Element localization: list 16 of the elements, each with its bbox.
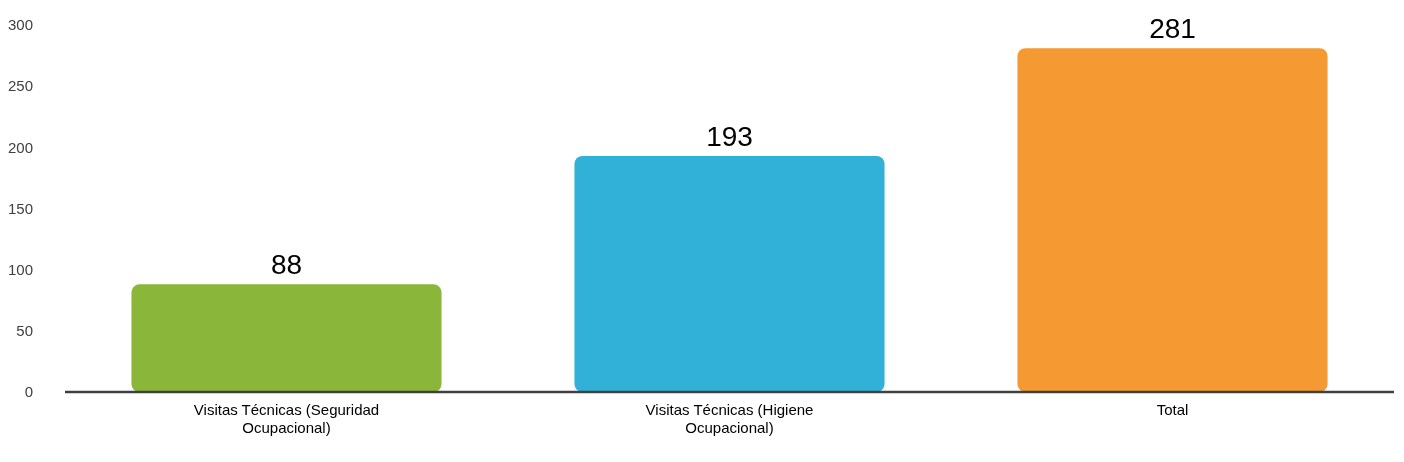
- x-tick-label: Visitas Técnicas (Seguridad Ocupacional): [193, 400, 380, 436]
- data-label: 193: [706, 120, 753, 152]
- y-tick-label: 150: [7, 199, 33, 217]
- x-tick-label: Total: [1156, 400, 1189, 418]
- y-tick-label: 200: [7, 138, 33, 156]
- bar: [131, 284, 442, 392]
- y-tick-label: 0: [24, 383, 33, 401]
- data-label: 88: [270, 249, 303, 281]
- x-tick-label: Visitas Técnicas (Higiene Ocupacional): [645, 400, 814, 436]
- bar: [574, 155, 885, 392]
- y-tick-label: 250: [7, 77, 33, 95]
- y-tick-label: 50: [16, 322, 33, 340]
- y-tick-label: 300: [7, 16, 33, 34]
- bar: [1017, 48, 1328, 392]
- data-label: 281: [1149, 13, 1196, 45]
- y-tick-label: 100: [7, 260, 33, 278]
